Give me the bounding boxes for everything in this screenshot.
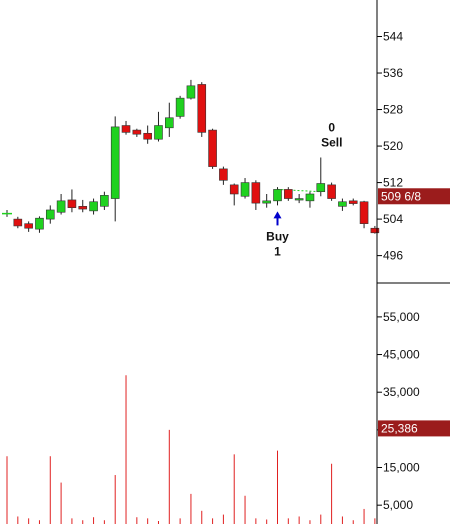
candle xyxy=(251,180,261,210)
candle xyxy=(197,82,207,137)
volume-tick-label: 15,000 xyxy=(383,461,420,475)
candle-body xyxy=(13,218,23,227)
candle-body xyxy=(100,195,109,207)
candle-body xyxy=(175,97,185,117)
candle xyxy=(154,111,163,142)
buy-marker-label: 1 xyxy=(274,244,281,258)
candle-body xyxy=(154,125,163,140)
candle xyxy=(121,120,131,135)
candle-body xyxy=(338,201,347,207)
candle xyxy=(132,128,142,137)
candle-body xyxy=(45,209,55,220)
candle-body xyxy=(262,200,271,204)
candle xyxy=(316,157,326,197)
candle xyxy=(284,187,293,201)
sell-marker-label: Sell xyxy=(321,135,342,149)
last-volume-label: 25,386 xyxy=(381,421,418,435)
candle-body xyxy=(208,129,217,167)
candle xyxy=(89,198,98,215)
last-volume-badge xyxy=(378,420,450,437)
volume-tick-label: 35,000 xyxy=(383,385,420,399)
candle-body xyxy=(132,129,142,135)
buy-marker-label: Buy xyxy=(266,229,289,243)
candle xyxy=(56,193,66,215)
candle xyxy=(100,191,109,210)
candle-body xyxy=(121,125,131,133)
candle-body xyxy=(348,200,358,204)
candle-body xyxy=(78,206,88,210)
last-price-badge xyxy=(378,188,450,205)
price-tick-label: 496 xyxy=(383,249,403,263)
candle xyxy=(294,193,304,204)
candle-body xyxy=(327,184,336,199)
candle-body xyxy=(284,189,293,199)
price-tick-label: 512 xyxy=(383,176,403,190)
candle-body xyxy=(370,227,380,234)
candle xyxy=(219,166,228,185)
last-price-label: 509 6/8 xyxy=(381,189,421,203)
axes: 544 536 528 520 512 504 496 55,000 45,000 35,000 2… xyxy=(376,0,450,524)
candle-body xyxy=(359,201,369,224)
candle xyxy=(262,193,271,208)
candle-body xyxy=(229,184,239,195)
candle xyxy=(143,125,152,144)
candle xyxy=(273,187,282,206)
candle xyxy=(2,209,12,217)
candle-body xyxy=(240,182,250,197)
candle-body xyxy=(165,117,174,129)
candle xyxy=(35,216,44,233)
candle xyxy=(175,95,185,119)
candle-body xyxy=(251,182,261,204)
candle-body xyxy=(89,201,98,212)
candle xyxy=(13,216,23,229)
candle xyxy=(370,225,380,234)
sell-marker-label: 0 xyxy=(328,120,335,134)
price-tick-label: 544 xyxy=(383,30,403,44)
trade-line xyxy=(277,188,321,193)
candle xyxy=(24,221,33,232)
candle xyxy=(45,205,55,224)
candle xyxy=(229,183,239,206)
candle xyxy=(110,116,120,222)
volume-tick-label: 45,000 xyxy=(383,348,420,362)
candle xyxy=(186,79,196,100)
candle xyxy=(67,189,77,213)
candle xyxy=(348,198,358,206)
price-tick-label: 528 xyxy=(383,103,403,117)
candle-body xyxy=(35,217,44,230)
candle xyxy=(327,182,336,201)
candle xyxy=(305,191,315,208)
candle-body xyxy=(294,198,304,201)
candle-body xyxy=(197,84,207,133)
price-tick-label: 536 xyxy=(383,66,403,80)
candle xyxy=(78,199,88,213)
candle-body xyxy=(186,85,196,99)
candle xyxy=(359,200,369,229)
candle-body xyxy=(24,223,33,229)
price-tick-label: 504 xyxy=(383,212,403,226)
candle-body xyxy=(56,200,66,213)
candle-body xyxy=(316,183,326,193)
price-tick-label: 520 xyxy=(383,139,403,153)
buy-arrow-head-icon xyxy=(273,211,282,219)
volume-tick-label: 55,000 xyxy=(383,310,420,324)
candle xyxy=(165,102,174,137)
candle-body xyxy=(110,126,120,199)
volume-panel xyxy=(6,375,376,524)
candle xyxy=(240,178,250,199)
candle xyxy=(208,128,217,169)
volume-tick-label: 5,000 xyxy=(383,498,413,512)
candle-body xyxy=(305,193,315,202)
candle-body xyxy=(219,168,228,181)
candle-body xyxy=(67,199,77,208)
candle-body xyxy=(273,189,282,202)
candle xyxy=(338,198,347,211)
candle-body xyxy=(143,132,152,140)
